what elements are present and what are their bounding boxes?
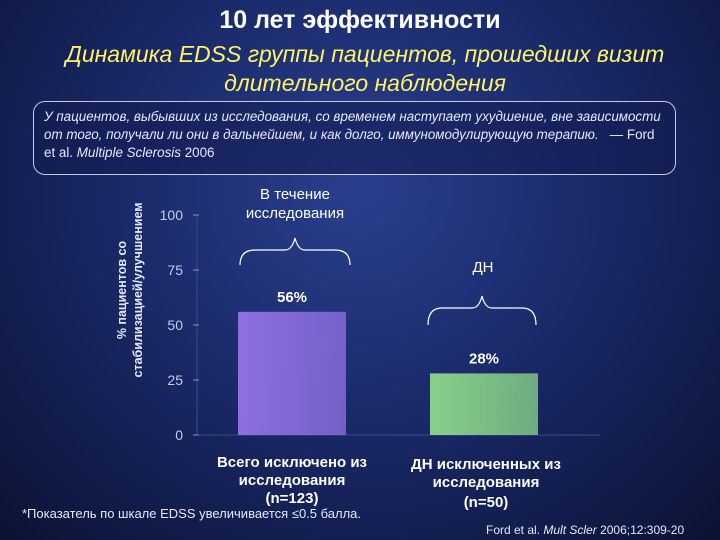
bar-value-label: 56% — [277, 289, 307, 306]
reference-journal: Mult Scler — [543, 523, 597, 537]
category-label: Всего исключено из — [217, 454, 367, 471]
y-tick-label: 50 — [167, 317, 183, 333]
y-tick-label: 0 — [175, 427, 183, 443]
quote-text: У пациентов, выбывших из исследования, с… — [44, 109, 661, 142]
category-label: ДН исключенных из — [411, 456, 561, 473]
footnote: *Показатель по шкале EDSS увеличивается … — [22, 506, 362, 521]
category-label: (n=123) — [266, 490, 319, 507]
reference: Ford et al. Mult Scler 2006;12:309-20 — [486, 523, 684, 537]
annotation-brace — [427, 295, 537, 326]
y-axis-label: % пациентов со — [115, 240, 129, 339]
reference-authors: Ford et al. — [486, 523, 541, 537]
y-axis-label: стабилизацией/улучшением — [131, 203, 145, 378]
quote-source-year: 2006 — [184, 145, 215, 160]
y-tick-label: 75 — [167, 262, 183, 278]
quote-box: У пациентов, выбывших из исследования, с… — [33, 101, 676, 175]
quote-source-authors: — Ford et al. — [44, 127, 655, 160]
category-label: исследования — [239, 472, 346, 489]
annotation-label: В течение — [260, 186, 330, 203]
quote-source-journal: Multiple Sclerosis — [76, 145, 181, 160]
slide-subtitle: Динамика EDSS группы пациентов, прошедши… — [65, 41, 665, 96]
bar-2 — [430, 373, 538, 435]
quote-source: — Ford et al. Multiple Sclerosis 2006 — [44, 127, 654, 160]
bar-1 — [238, 311, 346, 435]
slide-title: 10 лет эффективности — [219, 6, 501, 34]
bar-value-label: 28% — [469, 350, 499, 367]
y-tick-label: 25 — [167, 372, 183, 388]
annotation-brace — [239, 237, 351, 266]
annotation-label: исследования — [246, 205, 344, 222]
annotation-label: ДН — [473, 259, 494, 276]
reference-details: 2006;12:309-20 — [600, 523, 685, 537]
category-label: (n=50) — [464, 494, 509, 511]
category-label: исследования — [433, 474, 540, 491]
y-tick-label: 100 — [160, 207, 184, 223]
